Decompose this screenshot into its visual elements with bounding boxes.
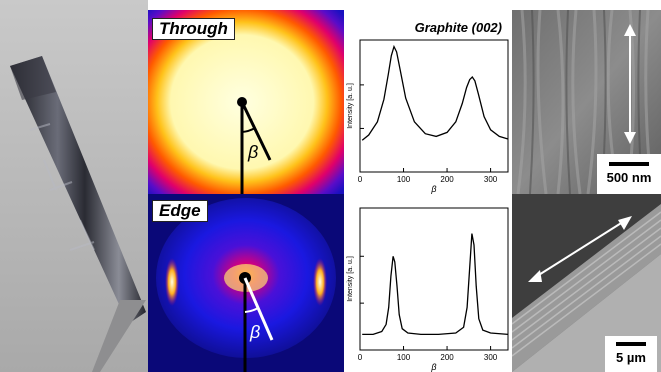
x-tick-label: 200: [440, 175, 454, 184]
plot-frame: [359, 39, 509, 173]
scale-bar-line-bottom: [616, 342, 646, 346]
y-axis-label: Intensity [a. u.]: [347, 83, 354, 129]
x-tick-label: 300: [484, 353, 498, 362]
left-arc: [165, 258, 179, 306]
graphite-film: [10, 56, 146, 324]
plot-title: Graphite (002): [415, 20, 502, 35]
sem-bottom-panel: 5 µm: [512, 194, 661, 372]
film-photo: [0, 0, 148, 372]
orientation-arrow-diagonal: [533, 219, 627, 279]
waxs-edge-panel: β Edge: [148, 194, 344, 372]
waxs-through-panel: β Through: [148, 10, 344, 194]
edge-label: Edge: [152, 200, 208, 222]
waxs-through-image: β: [148, 10, 344, 194]
beta-line-edge: [243, 277, 274, 341]
intensity-curve: [362, 233, 509, 336]
x-tick-label: 100: [397, 175, 411, 184]
plot-frame: [359, 207, 509, 351]
right-arc: [313, 258, 327, 306]
x-tick-label: 0: [358, 353, 363, 362]
sem-top-scalebar: 500 nm: [597, 154, 661, 194]
plot-top-panel: 0 100 200 300 β Intensity [a. u.] Graphite (00…: [344, 10, 512, 194]
plot-bottom-panel: 0 100 200 300 β Intensity [a. u.]: [344, 194, 512, 372]
y-axis-label: Intensity [a. u.]: [347, 256, 354, 302]
sem-bottom-scalebar: 5 µm: [605, 336, 657, 372]
x-axis-label: β: [430, 362, 436, 372]
beta-symbol-edge: β: [249, 322, 260, 342]
x-tick-label: 100: [397, 353, 411, 362]
plot-top: 0 100 200 300 β Intensity [a. u.] Graphite (00…: [347, 20, 509, 194]
waxs-edge-image: β: [148, 194, 344, 372]
scale-bar-line: [609, 162, 649, 166]
x-tick-label: 300: [484, 175, 498, 184]
sem-top-scale-label: 500 nm: [606, 170, 652, 185]
sem-top-panel: 500 nm: [512, 10, 661, 194]
x-tick-label: 200: [440, 353, 454, 362]
film-photo-svg: [0, 0, 148, 372]
through-label: Through: [152, 18, 235, 40]
beta-symbol-through: β: [247, 142, 258, 162]
tweezer: [92, 300, 146, 372]
beta-line: [240, 101, 272, 161]
intensity-curve: [361, 44, 509, 141]
plot-bottom: 0 100 200 300 β Intensity [a. u.]: [347, 207, 509, 372]
x-axis-label: β: [430, 184, 436, 194]
sem-bottom-scale-label: 5 µm: [616, 350, 646, 365]
x-tick-label: 0: [358, 175, 363, 184]
